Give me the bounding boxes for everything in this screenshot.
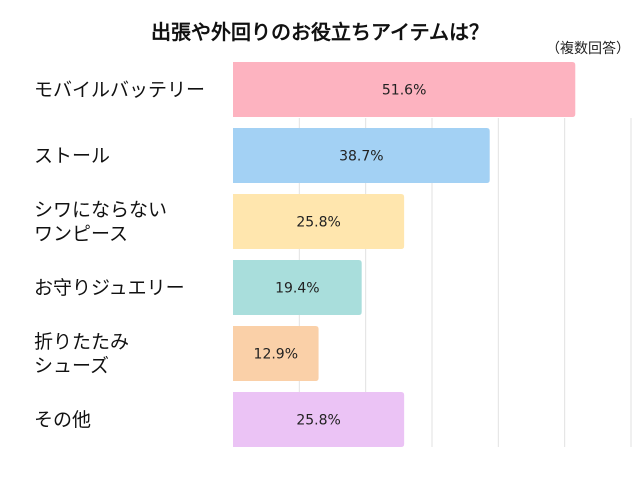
data-label: 19.4% [275,281,319,297]
chart-subtitle: （複数回答） [546,41,630,57]
bar [233,326,319,381]
bar [233,128,490,183]
category-label: お守りジュエリー [34,276,185,299]
data-label: 12.9% [254,347,298,363]
category-label: ストール [34,144,111,167]
category-label: その他 [34,408,92,431]
bar [233,194,405,249]
category-label: シワにならない ワンピース [34,198,168,245]
data-label: 38.7% [339,149,383,165]
data-label: 25.8% [296,215,340,231]
category-label: モバイルバッテリー [34,78,206,101]
chart-title: 出張や外回りのお役立ちアイテムは？ [151,20,489,44]
category-label: 折りたたみ シューズ [34,330,130,377]
bar [233,62,576,117]
bar [233,392,405,447]
bar [233,260,362,315]
data-label: 51.6% [382,83,426,99]
data-label: 25.8% [296,413,340,429]
